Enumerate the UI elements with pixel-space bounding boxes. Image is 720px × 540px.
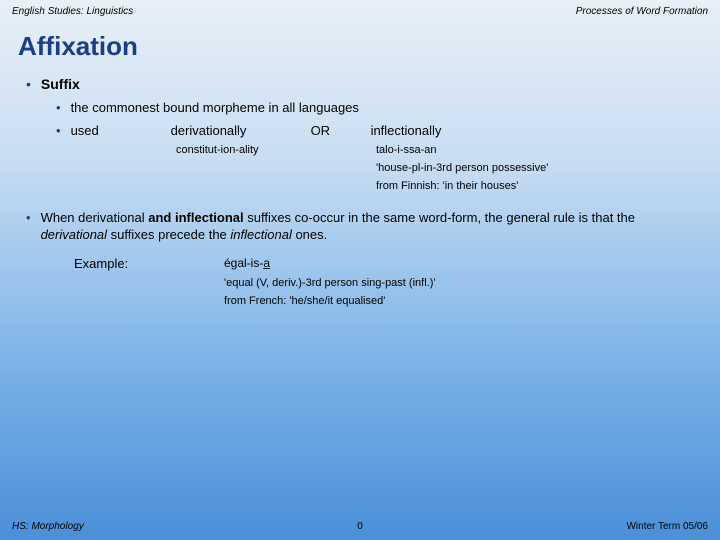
header-left: English Studies: Linguistics — [12, 6, 133, 17]
footer-center: 0 — [357, 521, 363, 532]
row-used: • used derivationally OR inflectionally — [56, 123, 702, 138]
inflectionally: inflectionally — [371, 123, 442, 138]
ex-under: a — [263, 256, 270, 270]
commonest-text: the commonest bound morpheme in all lang… — [71, 100, 359, 115]
gloss-finnish: 'house-pl-in-3rd person possessive' — [376, 162, 702, 174]
footer-right: Winter Term 05/06 — [626, 521, 708, 532]
example-row: Example: égal-is-a — [74, 256, 702, 271]
rule-pre: When derivational — [41, 210, 149, 225]
bullet-rule: • When derivational and inflectional suf… — [26, 210, 702, 244]
rule-post: ones. — [292, 227, 327, 242]
used-label: used — [71, 123, 171, 138]
or-label: OR — [311, 123, 371, 138]
content-area: • Suffix • the commonest bound morpheme … — [0, 76, 720, 307]
example-infl: talo-i-ssa-an — [376, 144, 437, 156]
source-finnish: from Finnish: 'in their houses' — [376, 180, 702, 192]
row-examples: constitut-ion-ality talo-i-ssa-an — [176, 144, 702, 156]
gloss-french: 'equal (V, deriv.)-3rd person sing-past … — [224, 277, 702, 289]
bullet-suffix: • Suffix — [26, 76, 702, 92]
page-title: Affixation — [0, 17, 720, 70]
footer-left: HS: Morphology — [12, 521, 84, 532]
slide-footer: HS: Morphology 0 Winter Term 05/06 — [0, 521, 720, 532]
slide-header: English Studies: Linguistics Processes o… — [0, 0, 720, 17]
rule-and: and — [148, 210, 171, 225]
bullet-icon: • — [56, 100, 61, 115]
bullet-icon: • — [26, 76, 31, 92]
rule-text: When derivational and inflectional suffi… — [41, 210, 702, 244]
rule-mid2: suffixes co-occur in the same word-form,… — [244, 210, 635, 225]
ex-pre: égal-is- — [224, 256, 263, 270]
suffix-label: Suffix — [41, 76, 80, 92]
bullet-icon: • — [26, 210, 31, 225]
example-label: Example: — [74, 256, 224, 271]
rule-ideriv: derivational — [41, 227, 108, 242]
example-deriv: constitut-ion-ality — [176, 144, 376, 156]
derivationally: derivationally — [171, 123, 311, 138]
source-french: from French: 'he/she/it equalised' — [224, 295, 702, 307]
rule-mid3: suffixes precede the — [107, 227, 230, 242]
bullet-icon: • — [56, 123, 61, 138]
header-right: Processes of Word Formation — [576, 6, 708, 17]
rule-iinfl: inflectional — [230, 227, 291, 242]
example-french: égal-is-a — [224, 256, 270, 271]
rule-infl: inflectional — [175, 210, 244, 225]
bullet-commonest: • the commonest bound morpheme in all la… — [56, 100, 702, 115]
